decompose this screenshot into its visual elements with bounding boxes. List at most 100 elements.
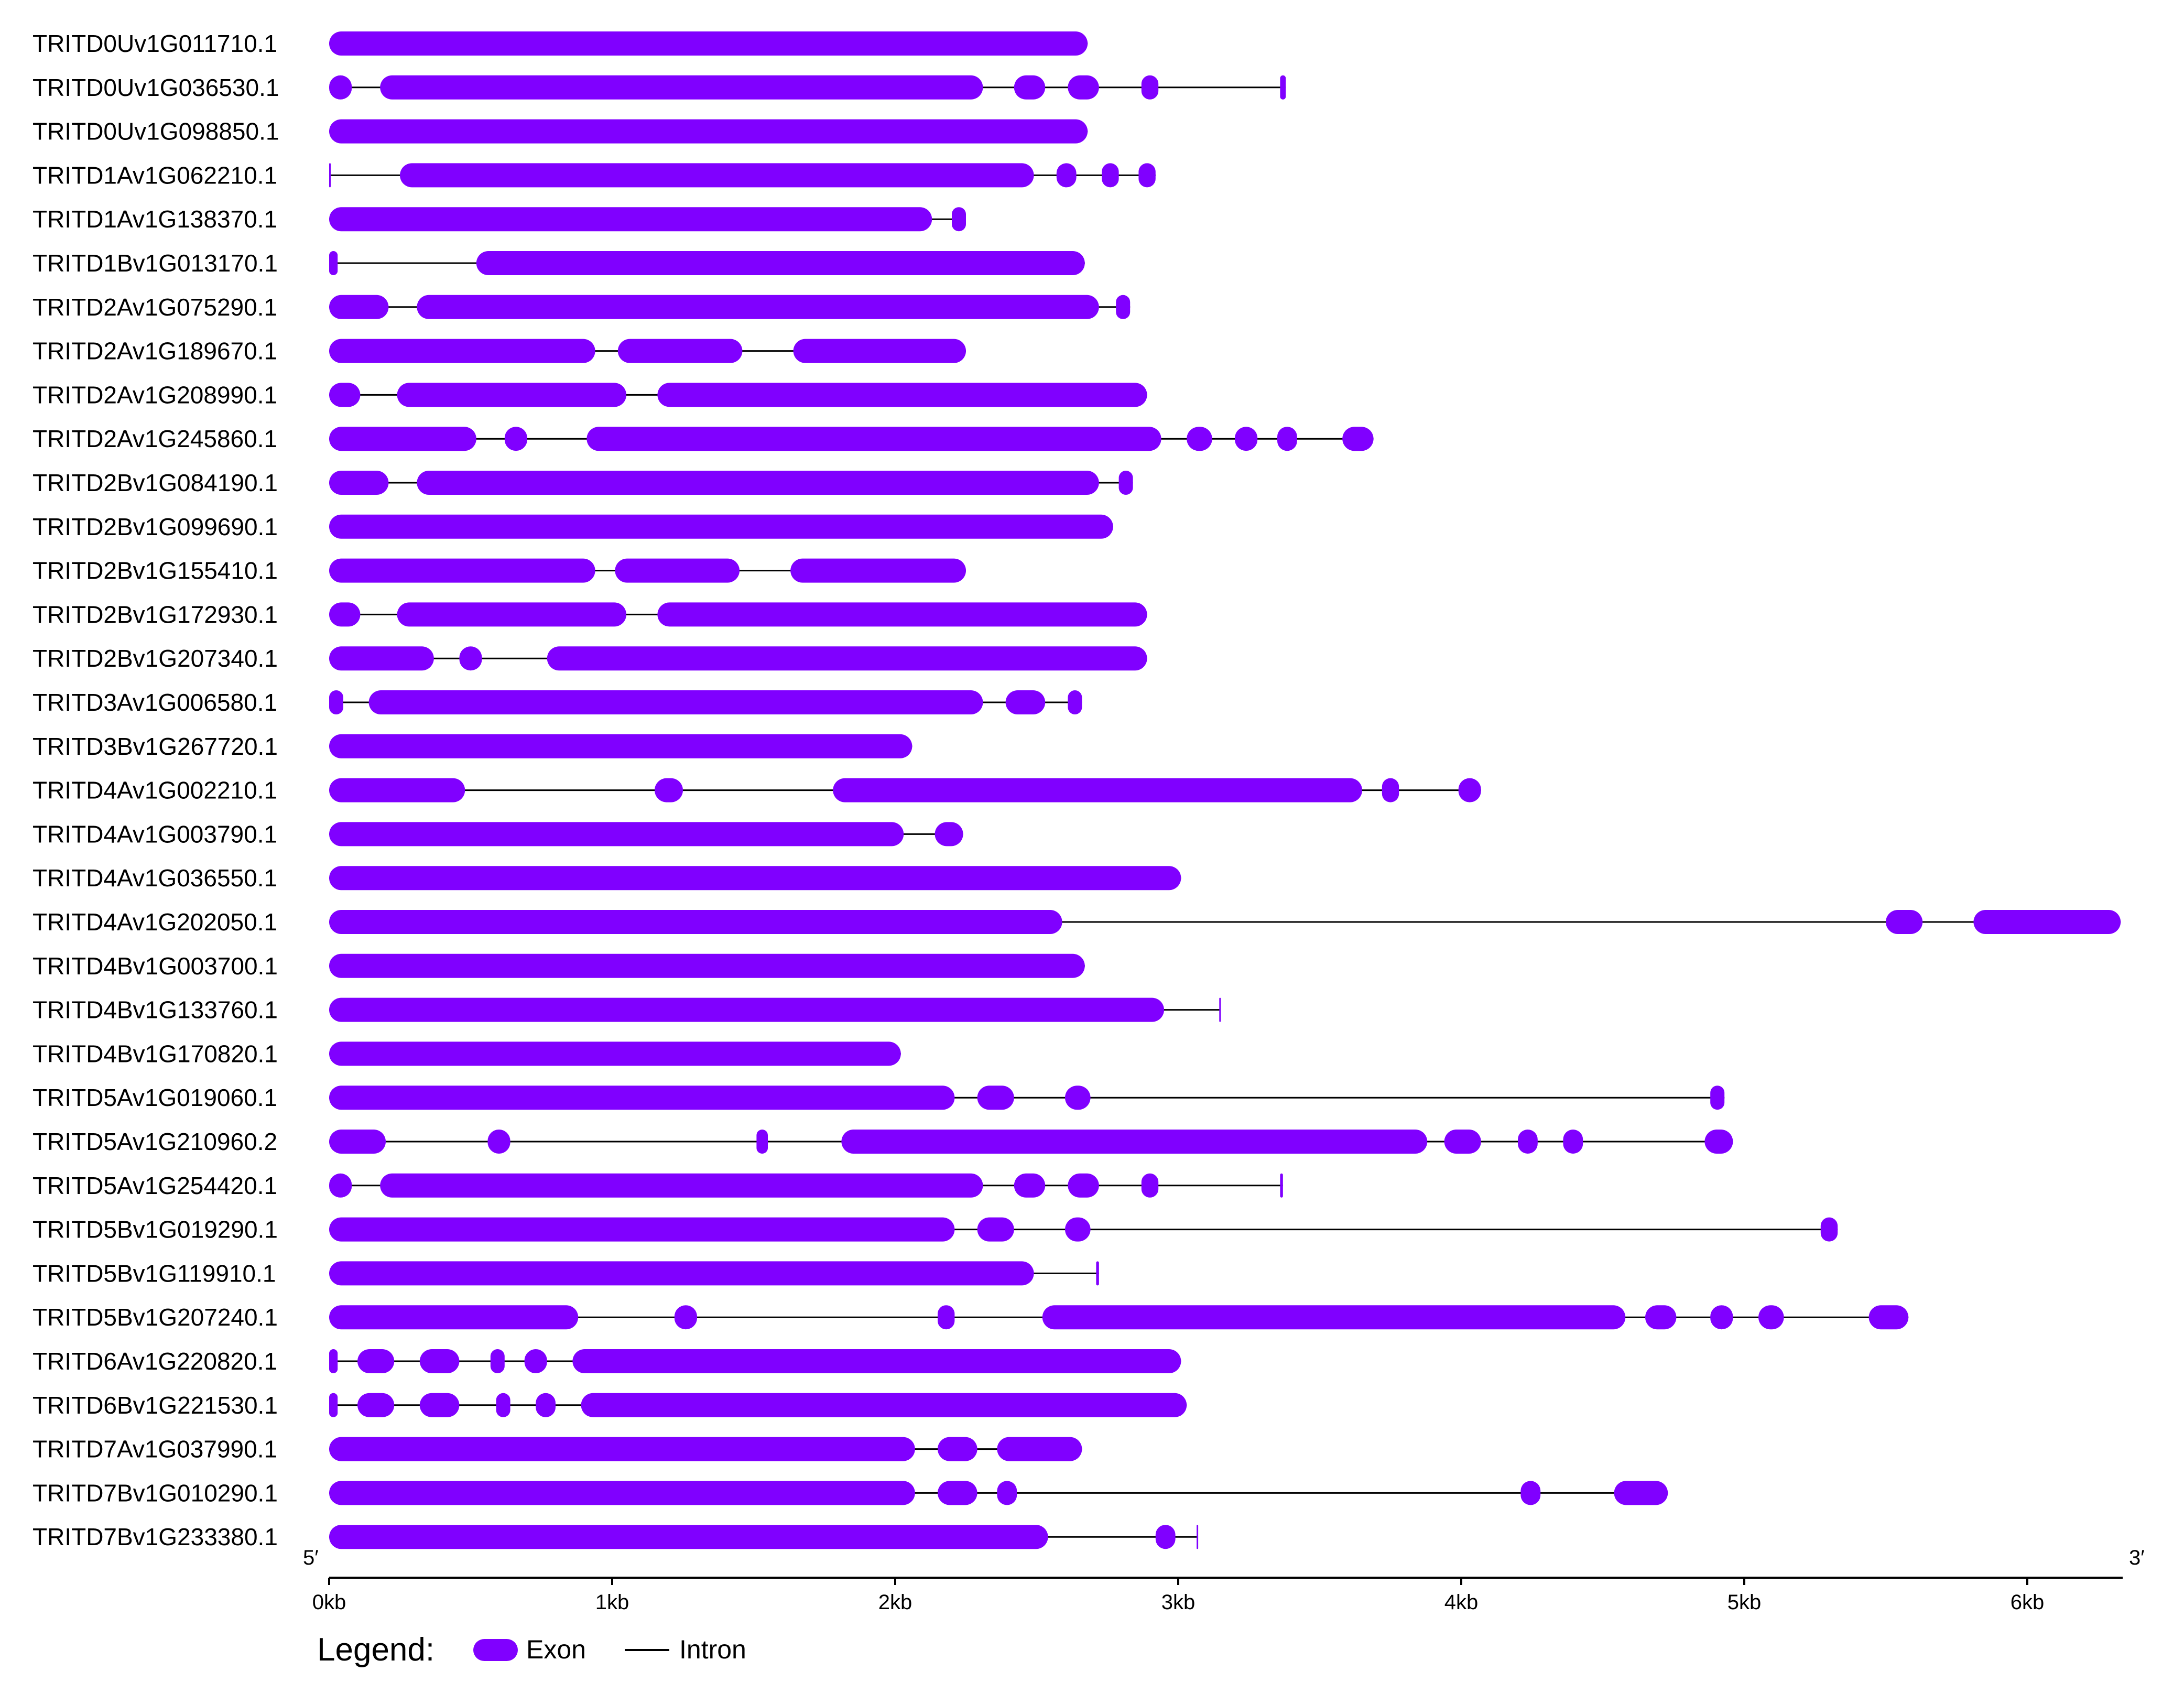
exon-bar: [329, 119, 1088, 144]
tick-label: 0kb: [312, 1591, 346, 1614]
gene-label: TRITD4Bv1G003700.1: [32, 952, 278, 980]
exon-bar: [380, 1173, 983, 1198]
gene-row: TRITD2Av1G208990.1: [32, 381, 1147, 408]
exon-bar: [524, 1349, 547, 1373]
gene-row: TRITD4Bv1G003700.1: [32, 952, 1085, 980]
exon-bar: [977, 1086, 1014, 1110]
gene-row: TRITD4Av1G002210.1: [32, 777, 1481, 804]
gene-row: TRITD4Av1G003790.1: [32, 820, 963, 848]
exon-bar: [1614, 1481, 1668, 1505]
gene-row: TRITD4Bv1G133760.1: [32, 996, 1221, 1024]
exon-bar: [329, 910, 1062, 934]
exon-bar: [476, 251, 1085, 275]
exon-bar: [1155, 1525, 1176, 1549]
exon-bar: [1219, 997, 1221, 1022]
exon-bar: [1520, 1481, 1541, 1505]
exon-bar: [586, 427, 1161, 451]
exon-bar: [329, 1437, 915, 1461]
exon-bar: [1280, 75, 1286, 100]
exon-bar: [329, 690, 343, 714]
gene-row: TRITD5Bv1G119910.1: [32, 1260, 1099, 1287]
gene-label: TRITD1Av1G062210.1: [32, 161, 277, 189]
exon-bar: [329, 383, 361, 407]
exon-bar: [490, 1349, 505, 1373]
gene-label: TRITD1Bv1G013170.1: [32, 249, 278, 277]
gene-label: TRITD4Bv1G170820.1: [32, 1040, 278, 1067]
exon-bar: [1068, 75, 1099, 100]
gene-row: TRITD3Bv1G267720.1: [32, 733, 912, 760]
exon-bar: [357, 1393, 395, 1417]
exon-bar: [657, 383, 1147, 407]
gene-row: TRITD5Av1G254420.1: [32, 1172, 1283, 1199]
gene-label: TRITD7Bv1G233380.1: [32, 1523, 278, 1550]
exon-bar: [329, 1041, 901, 1066]
gene-row: TRITD4Bv1G170820.1: [32, 1040, 901, 1067]
tick-label: 2kb: [878, 1591, 912, 1614]
tick-label: 6kb: [2011, 1591, 2045, 1614]
gene-row: TRITD1Bv1G013170.1: [32, 249, 1085, 277]
exon-bar: [368, 690, 983, 714]
exon-bar: [655, 778, 683, 802]
gene-row: TRITD7Bv1G233380.1: [32, 1523, 1199, 1550]
exon-bar: [1277, 427, 1297, 451]
gene-label: TRITD7Bv1G010290.1: [32, 1479, 278, 1506]
exon-bar: [329, 1217, 955, 1242]
gene-row: TRITD3Av1G006580.1: [32, 689, 1082, 716]
gene-row: TRITD5Bv1G207240.1: [32, 1304, 1909, 1331]
five-prime-label: 5′: [303, 1546, 319, 1569]
exon-bar: [1068, 690, 1082, 714]
gene-row: TRITD2Bv1G155410.1: [32, 557, 966, 584]
gene-row: TRITD0Uv1G098850.1: [32, 118, 1088, 145]
exon-bar: [1065, 1217, 1091, 1242]
exon-bar: [952, 207, 966, 232]
gene-label: TRITD4Av1G002210.1: [32, 777, 277, 804]
exon-bar: [1444, 1130, 1481, 1154]
exon-bar: [1235, 427, 1258, 451]
exon-bar: [1096, 1261, 1099, 1286]
exon-bar: [1141, 75, 1159, 100]
exon-bar: [1342, 427, 1374, 451]
exon-bar: [1518, 1130, 1538, 1154]
exon-bar: [329, 558, 595, 583]
exon-bar: [329, 75, 352, 100]
exon-bar: [1014, 75, 1046, 100]
gene-label: TRITD2Bv1G155410.1: [32, 557, 278, 584]
gene-row: TRITD4Av1G202050.1: [32, 908, 2121, 936]
exon-bar: [419, 1349, 460, 1373]
exon-bar: [997, 1481, 1017, 1505]
exon-bar: [1458, 778, 1481, 802]
exon-bar: [1068, 1173, 1099, 1198]
gene-rows: TRITD0Uv1G011710.1 TRITD0Uv1G036530.1 TRIT…: [32, 30, 2121, 1550]
exon-bar: [397, 602, 626, 627]
legend-intron-label: Intron: [679, 1635, 746, 1664]
exon-bar: [329, 822, 904, 846]
exon-bar: [329, 471, 389, 495]
gene-label: TRITD4Av1G036550.1: [32, 864, 277, 892]
exon-bar: [1116, 295, 1131, 319]
exon-bar: [997, 1437, 1082, 1461]
exon-bar: [329, 953, 1085, 978]
exon-bar: [1704, 1130, 1733, 1154]
gene-label: TRITD3Bv1G267720.1: [32, 733, 278, 760]
gene-label: TRITD0Uv1G036530.1: [32, 74, 279, 101]
exon-bar: [329, 1349, 338, 1373]
gene-label: TRITD1Av1G138370.1: [32, 205, 277, 233]
tick-label: 1kb: [595, 1591, 629, 1614]
gene-label: TRITD3Av1G006580.1: [32, 689, 277, 716]
exon-bar: [329, 997, 1164, 1022]
gene-label: TRITD2Bv1G207340.1: [32, 645, 278, 672]
exon-bar: [935, 822, 963, 846]
gene-label: TRITD4Av1G003790.1: [32, 820, 277, 848]
gene-label: TRITD5Av1G254420.1: [32, 1172, 277, 1199]
exon-bar: [674, 1305, 697, 1330]
gene-label: TRITD2Bv1G172930.1: [32, 601, 278, 628]
exon-bar: [400, 163, 1034, 188]
exon-bar: [1758, 1305, 1784, 1330]
exon-bar: [1563, 1130, 1583, 1154]
gene-row: TRITD5Av1G210960.2: [32, 1128, 1733, 1155]
exon-bar: [1973, 910, 2121, 934]
exon-bar: [329, 295, 389, 319]
gene-label: TRITD2Av1G245860.1: [32, 425, 277, 452]
exon-bar: [329, 339, 595, 363]
tick-label: 4kb: [1444, 1591, 1479, 1614]
